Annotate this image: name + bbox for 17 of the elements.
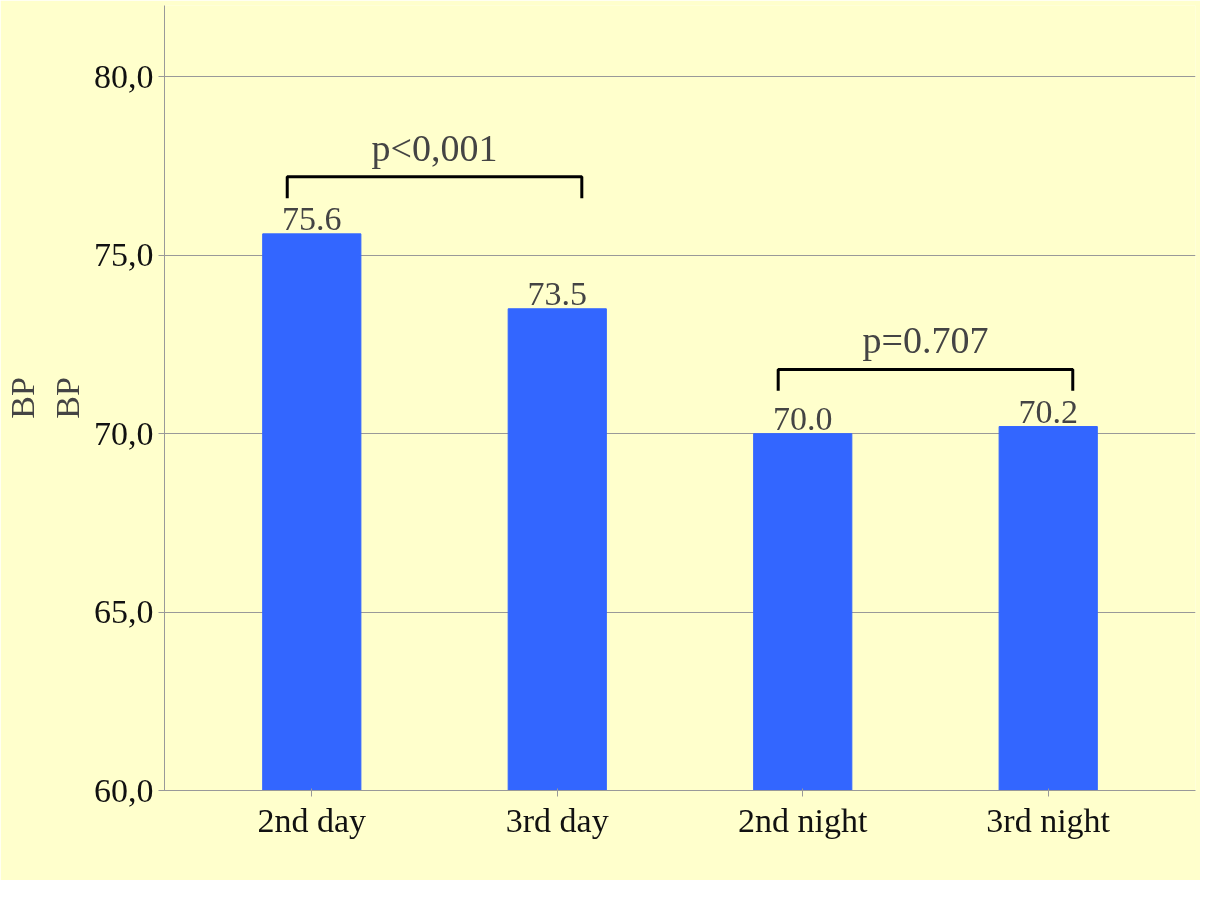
x-tick-label: 3rd night [986, 801, 1111, 839]
text: BP [3, 377, 41, 419]
y-tick-label: 65,0 [94, 593, 154, 631]
data-label: 70.0 [772, 399, 833, 437]
y-tick-label: 70,0 [94, 414, 154, 452]
y-tick-label: 60,0 [94, 771, 154, 809]
data-label: 73.5 [527, 274, 588, 312]
x-tick-label: 2nd day [257, 801, 367, 839]
x-tick-label: 3rd day [505, 801, 609, 839]
data-label: 75.6 [282, 199, 342, 237]
y-tick-label: 80,0 [94, 57, 154, 95]
annotation: p=0.707 [862, 319, 989, 362]
y-axis-title: BP [49, 377, 86, 419]
x-tick-label: 2nd night [738, 801, 868, 839]
annotation: p<0,001 [371, 126, 498, 169]
y-tick-label: 75,0 [94, 236, 154, 274]
data-label: 70.2 [1018, 392, 1078, 430]
